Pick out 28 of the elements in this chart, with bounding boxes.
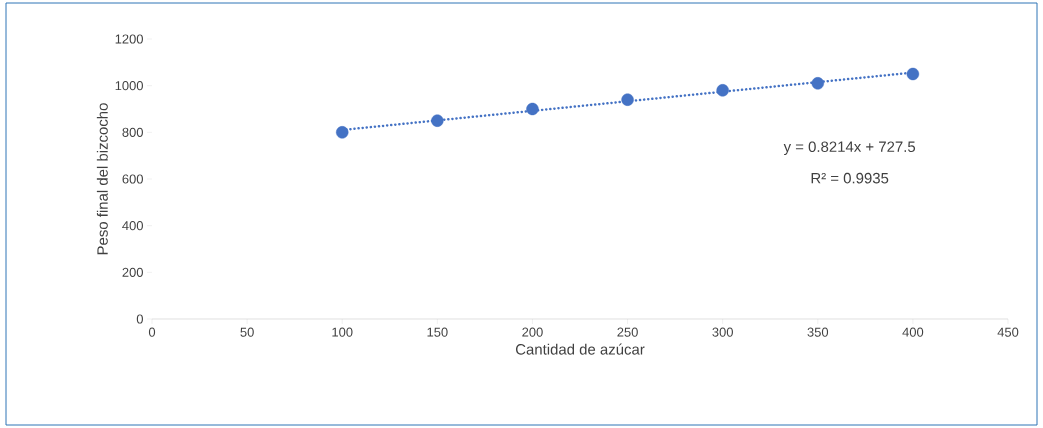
annotation: y = 0.8214x + 727.5 <box>783 141 916 155</box>
x-tick-label: 250 <box>617 327 638 337</box>
point <box>336 126 349 139</box>
x-tick-label: 400 <box>902 327 924 337</box>
x-tick-label: 150 <box>427 327 448 337</box>
y-tick-label: 0 <box>136 314 143 324</box>
x-tick-label: 350 <box>807 327 829 337</box>
x-axis-title: Cantidad de azúcar <box>515 343 645 355</box>
point <box>431 114 444 127</box>
point <box>716 84 729 97</box>
y-tick-label: 200 <box>122 267 143 277</box>
y-tick-label: 400 <box>122 221 143 231</box>
y-axis-title: Peso final del bizcocho <box>96 103 108 255</box>
x-tick-label: 0 <box>148 327 156 337</box>
y-tick-label: 600 <box>122 174 143 184</box>
y-tick-label: 800 <box>122 127 143 137</box>
point <box>621 93 634 106</box>
x-tick-label: 200 <box>522 327 543 337</box>
point <box>526 102 539 116</box>
x-tick-label: 450 <box>997 327 1019 337</box>
annotation: R² = 0.9935 <box>811 172 889 184</box>
point <box>811 77 824 90</box>
x-tick-label: 300 <box>712 327 733 337</box>
point <box>906 67 920 81</box>
x-tick-label: 100 <box>332 327 353 337</box>
y-tick-label: 1200 <box>115 34 143 44</box>
y-tick-label: 1000 <box>115 81 143 91</box>
x-tick-label: 50 <box>240 327 254 337</box>
